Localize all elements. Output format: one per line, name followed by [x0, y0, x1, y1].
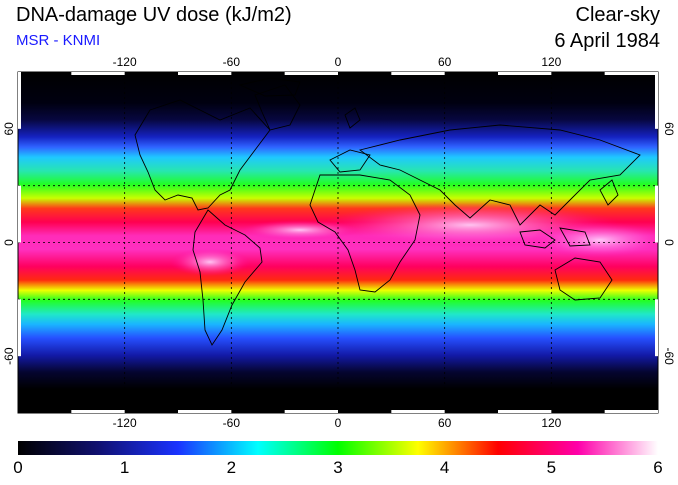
map-title: DNA-damage UV dose (kJ/m2) [16, 4, 292, 26]
source-label: MSR - KNMI [16, 32, 101, 49]
frame-tick-bar [178, 72, 232, 75]
sky-condition-label: Clear-sky [575, 4, 660, 26]
lon-tick-label-bottom: 120 [541, 416, 561, 430]
frame-tick-bars [18, 72, 658, 413]
frame-tick-bar [18, 72, 21, 129]
frame-tick-bar [18, 299, 21, 357]
lon-tick-label-top: 0 [335, 55, 342, 69]
coastlines [134, 77, 641, 346]
lat-tick-label-left: -60 [2, 347, 16, 365]
lat-tick-label-left: 60 [2, 122, 16, 136]
colorbar-tick-label: 3 [333, 458, 343, 477]
colorbar-tick-label: 1 [119, 458, 130, 477]
lon-tick-label-bottom: 0 [335, 416, 342, 430]
frame-tick-bar [284, 72, 338, 75]
frame-tick-bar [391, 410, 445, 413]
colorbar-tick-label: 0 [13, 458, 23, 477]
colorbar-tick-label: 4 [439, 458, 450, 477]
colorbar [18, 441, 658, 455]
frame-tick-bar [18, 185, 21, 243]
frame-tick-bar [604, 410, 658, 413]
lat-tick-label-left: 0 [2, 239, 16, 246]
lon-tick-label-top: 60 [438, 55, 452, 69]
frame-tick-bar [655, 299, 658, 357]
axis-labels: -120 -120 -60 -60 0 0 60 60 120 120 60 60 0 0 -60 -60 [2, 55, 676, 430]
frame-tick-bar [71, 410, 125, 413]
frame-tick-bar [391, 72, 445, 75]
lat-tick-label-right: -60 [662, 347, 676, 365]
frame-tick-bar [498, 410, 552, 413]
lon-tick-label-top: -120 [113, 55, 137, 69]
date-label: 6 April 1984 [554, 30, 660, 52]
lat-tick-label-right: 60 [662, 122, 676, 136]
frame-tick-bar [655, 185, 658, 243]
colorbar-tick-label: 6 [653, 458, 663, 477]
frame-tick-bar [655, 72, 658, 129]
frame-tick-bar [604, 72, 658, 75]
lat-tick-label-right: 0 [662, 239, 676, 246]
frame-tick-bar [498, 72, 552, 75]
frame-tick-bar [284, 410, 338, 413]
frame-tick-bar [71, 72, 125, 75]
lon-tick-label-top: -60 [223, 55, 241, 69]
lon-tick-label-bottom: 60 [438, 416, 452, 430]
lon-tick-label-bottom: -120 [113, 416, 137, 430]
colorbar-tick-label: 2 [226, 458, 237, 477]
lon-tick-label-top: 120 [541, 55, 561, 69]
colorbar-labels: 0 1 2 3 4 5 6 [13, 458, 663, 478]
graticule [18, 72, 658, 413]
frame-tick-bar [178, 410, 232, 413]
colorbar-tick-label: 5 [546, 458, 557, 477]
lon-tick-label-bottom: -60 [223, 416, 241, 430]
